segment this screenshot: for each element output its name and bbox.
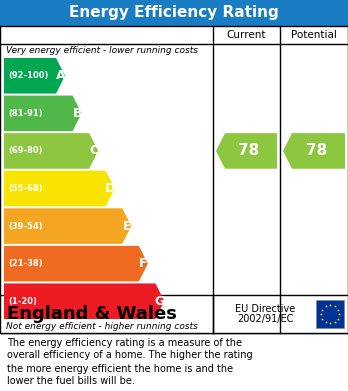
Text: F: F <box>139 257 148 270</box>
Bar <box>0 0 348 26</box>
Bar <box>0 26 348 333</box>
Text: 78: 78 <box>306 143 327 158</box>
Text: E: E <box>122 220 131 233</box>
Text: (81-91): (81-91) <box>8 109 42 118</box>
Text: D: D <box>105 182 116 195</box>
Text: A: A <box>56 69 65 82</box>
Text: B: B <box>72 107 82 120</box>
Text: the more energy efficient the home is and the: the more energy efficient the home is an… <box>7 364 233 373</box>
Polygon shape <box>283 133 345 169</box>
Text: Very energy efficient - lower running costs: Very energy efficient - lower running co… <box>6 46 198 55</box>
Polygon shape <box>4 208 131 244</box>
Text: (92-100): (92-100) <box>8 71 48 80</box>
Text: (21-38): (21-38) <box>8 259 42 268</box>
Polygon shape <box>4 171 115 206</box>
Bar <box>316 300 344 328</box>
Polygon shape <box>4 246 148 282</box>
Text: The energy efficiency rating is a measure of the: The energy efficiency rating is a measur… <box>7 337 242 348</box>
Text: Current: Current <box>227 30 266 40</box>
Text: 78: 78 <box>238 143 259 158</box>
Polygon shape <box>4 133 98 169</box>
Text: overall efficiency of a home. The higher the rating: overall efficiency of a home. The higher… <box>7 350 253 361</box>
Text: (39-54): (39-54) <box>8 222 42 231</box>
Text: C: C <box>89 144 98 158</box>
Text: (1-20): (1-20) <box>8 297 37 306</box>
Text: England & Wales: England & Wales <box>7 305 177 323</box>
Text: Energy Efficiency Rating: Energy Efficiency Rating <box>69 5 279 20</box>
Polygon shape <box>4 283 164 319</box>
Text: lower the fuel bills will be.: lower the fuel bills will be. <box>7 377 135 386</box>
Text: G: G <box>155 295 165 308</box>
Polygon shape <box>4 95 82 131</box>
Polygon shape <box>4 58 65 93</box>
Text: Potential: Potential <box>291 30 337 40</box>
Text: (55-68): (55-68) <box>8 184 43 193</box>
Text: 2002/91/EC: 2002/91/EC <box>237 314 294 324</box>
Text: Not energy efficient - higher running costs: Not energy efficient - higher running co… <box>6 322 198 331</box>
Text: (69-80): (69-80) <box>8 146 42 156</box>
Text: EU Directive: EU Directive <box>235 304 295 314</box>
Polygon shape <box>216 133 277 169</box>
Bar <box>0 295 348 333</box>
